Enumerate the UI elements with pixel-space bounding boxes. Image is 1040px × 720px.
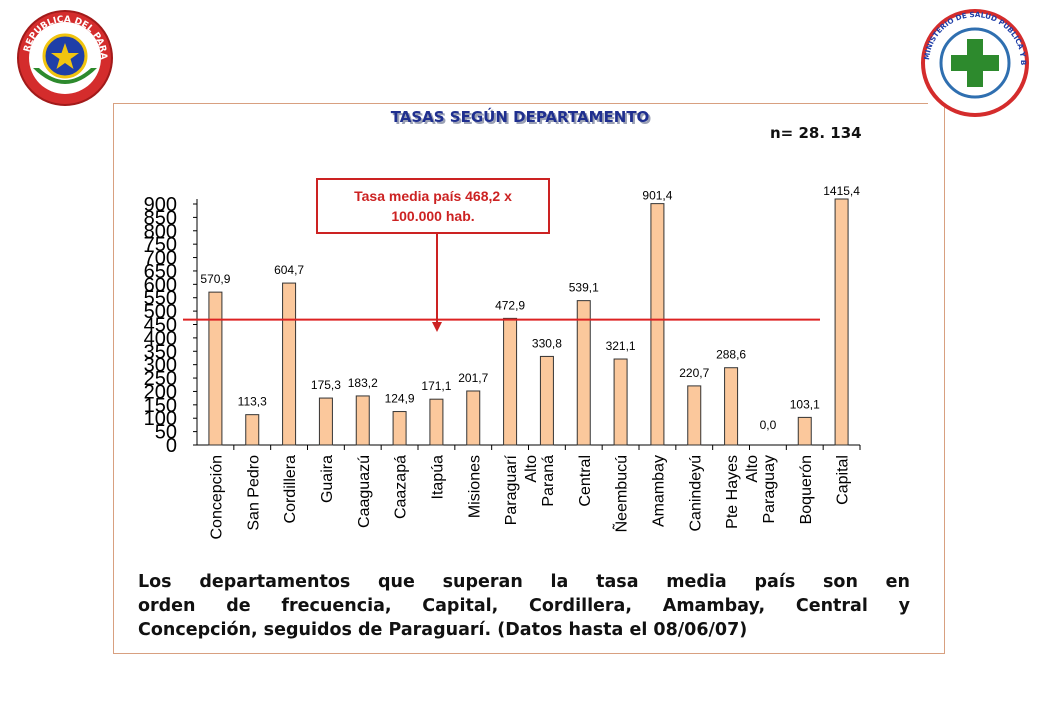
y-tick-label: 700 <box>144 248 177 270</box>
y-tick-label: 800 <box>144 221 177 243</box>
footer-note-line-3: Concepción, seguidos de Paraguarí. (Dato… <box>138 620 748 640</box>
x-tick-label: Paraguay <box>761 455 778 524</box>
y-tick-label: 750 <box>144 234 177 256</box>
x-tick-label: Paraguarí <box>503 454 520 525</box>
average-rate-callout: Tasa media país 468,2 x 100.000 hab. <box>316 178 550 234</box>
bar <box>576 300 591 446</box>
x-tick-label: Capital <box>835 455 852 505</box>
x-tick-label: Cordillera <box>282 455 299 524</box>
bar <box>208 291 223 446</box>
y-tick-label: 250 <box>144 368 177 390</box>
x-tick-label: Alto <box>523 455 540 483</box>
bar <box>797 416 812 446</box>
x-tick-label: Caaguazú <box>356 455 373 528</box>
y-tick-label: 400 <box>144 328 177 350</box>
bar <box>503 317 518 446</box>
value-label: 472,9 <box>495 298 525 312</box>
footer-note: Los departamentos que superan la tasa me… <box>138 570 910 642</box>
value-label: 171,1 <box>421 379 451 393</box>
x-tick-label: Pte Hayes <box>724 455 741 529</box>
sample-size-label: n= 28. 134 <box>770 124 862 142</box>
value-label: 901,4 <box>642 189 672 203</box>
y-tick-label: 200 <box>144 381 177 403</box>
x-tick-label: Caazapá <box>393 455 410 519</box>
y-tick-label: 150 <box>144 395 177 417</box>
x-tick-label: Central <box>577 455 594 507</box>
ministerio-salud-seal-icon: MINISTERIO DE SALUD PUBLICA Y BIENESTAR … <box>920 8 1029 117</box>
value-label: 124,9 <box>385 392 415 406</box>
x-tick-label: Ñeembucú <box>611 455 631 532</box>
bar <box>318 397 333 446</box>
bar <box>282 282 297 446</box>
bar <box>355 395 370 446</box>
value-label: 0,0 <box>760 418 777 432</box>
x-tick-label: Alto <box>744 455 761 483</box>
value-label: 570,9 <box>200 272 230 286</box>
y-tick-label: 550 <box>144 288 177 310</box>
y-tick-label: 450 <box>144 315 177 337</box>
callout-line-1: Tasa media país 468,2 x <box>354 188 512 204</box>
value-label: 288,6 <box>716 348 746 362</box>
x-tick-label: Paraná <box>540 455 557 507</box>
x-tick-label: Boquerón <box>798 455 815 524</box>
y-tick-label: 100 <box>144 408 177 430</box>
x-tick-label: San Pedro <box>245 455 262 531</box>
y-tick-label: 900 <box>144 194 177 216</box>
republica-del-paraguay-seal-icon: REPUBLICA DEL PARAGUAY <box>15 8 113 106</box>
y-tick-label: 650 <box>144 261 177 283</box>
bar <box>539 355 554 446</box>
value-label: 539,1 <box>569 281 599 295</box>
chart-title: TASAS SEGÚN DEPARTAMENTO <box>390 108 650 126</box>
content-frame <box>113 103 945 654</box>
x-tick-label: Canindeyú <box>687 455 704 532</box>
bar <box>834 198 849 446</box>
x-tick-label: Misiones <box>466 455 483 518</box>
value-label: 201,7 <box>458 371 488 385</box>
bar <box>613 358 628 446</box>
value-label: 183,2 <box>348 376 378 390</box>
arrow-head-icon <box>432 322 442 332</box>
bar <box>687 385 702 446</box>
value-label: 175,3 <box>311 378 341 392</box>
x-tick-label: Itapúa <box>429 455 446 500</box>
footer-note-line-2: orden de frecuencia, Capital, Cordillera… <box>138 596 910 616</box>
value-label: 220,7 <box>679 366 709 380</box>
value-labels: 570,9 113,3 604,7 175,3 183,2 124,9 171,1 201,7… <box>200 184 860 432</box>
value-label: 604,7 <box>274 263 304 277</box>
y-tick-label: 0 <box>166 435 177 457</box>
y-tick-label: 850 <box>144 207 177 229</box>
x-tick-label: Guaira <box>319 455 336 503</box>
bar <box>466 390 481 446</box>
y-tick-label: 50 <box>155 422 177 444</box>
y-tick-label: 350 <box>144 341 177 363</box>
value-label: 321,1 <box>606 339 636 353</box>
value-label: 1415,4 <box>823 184 860 198</box>
callout-arrow <box>432 234 442 332</box>
bar <box>429 398 444 446</box>
value-label: 330,8 <box>532 336 562 350</box>
bar <box>245 414 260 446</box>
value-label: 103,1 <box>790 397 820 411</box>
x-axis-labels: Concepción San Pedro Cordillera Guaira Caagu… <box>208 454 851 539</box>
bars <box>208 198 861 450</box>
value-label: 113,3 <box>238 395 267 409</box>
y-tick-label: 600 <box>144 274 177 296</box>
bar <box>724 367 739 446</box>
x-tick-label: Concepción <box>208 455 225 540</box>
content-frame-top <box>113 103 928 104</box>
y-tick-label: 500 <box>144 301 177 323</box>
y-tick-label: 300 <box>144 355 177 377</box>
callout-line-2: 100.000 hab. <box>391 208 475 224</box>
bar <box>650 203 665 446</box>
bar <box>392 411 407 446</box>
x-tick-label: Amambay <box>650 455 667 527</box>
footer-note-line-1: Los departamentos que superan la tasa me… <box>138 572 910 592</box>
